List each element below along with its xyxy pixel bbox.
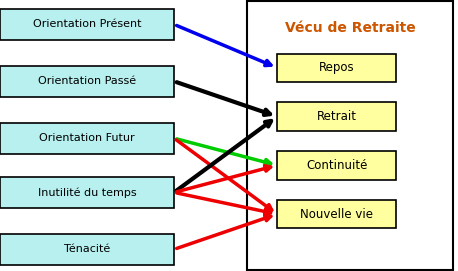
Text: Continuité: Continuité [306,159,367,172]
Bar [0,66,174,97]
Bar [0,234,174,265]
Text: Orientation Présent: Orientation Présent [33,20,141,29]
Bar [277,200,396,228]
Bar [277,54,396,82]
Text: Inutilité du temps: Inutilité du temps [38,187,136,198]
Text: Repos: Repos [319,61,354,74]
Text: Orientation Passé: Orientation Passé [38,76,136,86]
Text: Retrait: Retrait [316,110,357,123]
Bar [0,122,174,154]
Bar [277,102,396,131]
Text: Vécu de Retraite: Vécu de Retraite [285,21,416,36]
Text: Ténacité: Ténacité [64,244,110,254]
Bar [277,151,396,179]
Bar [0,177,174,208]
Bar [0,9,174,40]
Text: Orientation Futur: Orientation Futur [39,133,135,143]
Text: Nouvelle vie: Nouvelle vie [300,208,373,221]
Bar [247,1,453,270]
